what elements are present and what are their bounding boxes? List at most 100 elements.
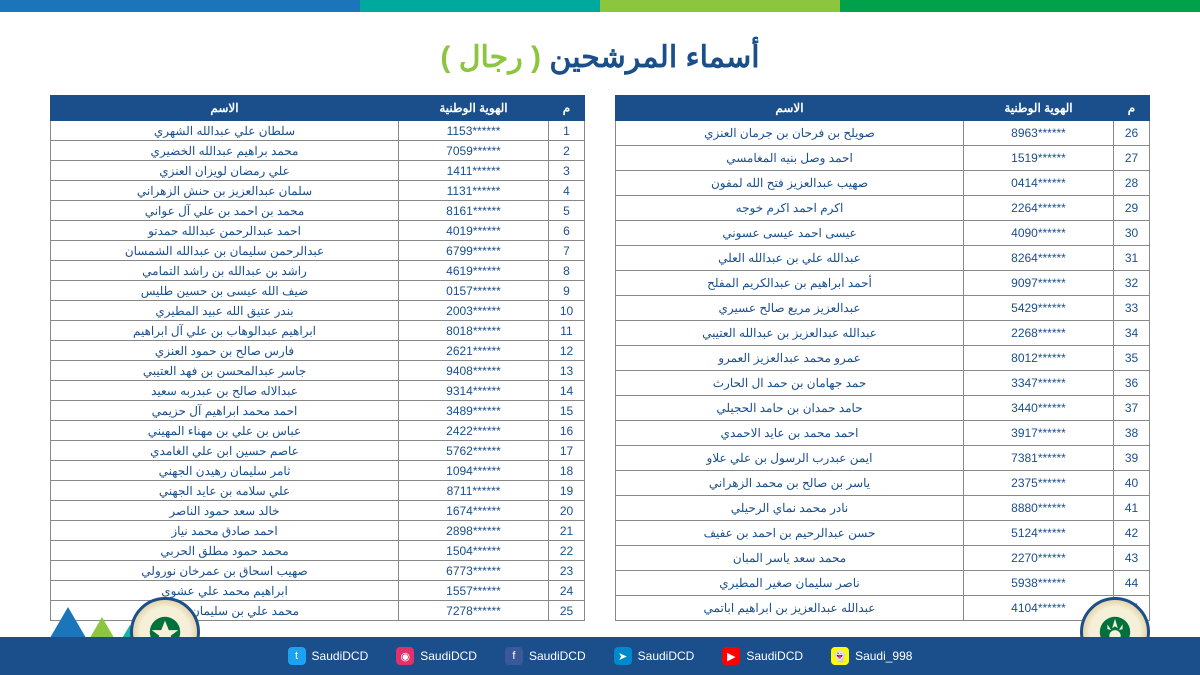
cell-name: فارس صالح بن حمود العنزي (51, 341, 399, 361)
cell-id: 8161****** (399, 201, 549, 221)
cell-name: محمد سعد ياسر المبان (616, 546, 964, 571)
cell-number: 41 (1114, 496, 1150, 521)
cell-number: 10 (549, 301, 585, 321)
cell-name: بندر عتيق الله عبيد المطيري (51, 301, 399, 321)
cell-number: 11 (549, 321, 585, 341)
social-bar: tSaudiDCD ◉SaudiDCD fSaudiDCD ➤ SaudiDCD ▶Sau… (0, 637, 1200, 675)
cell-name: احمد محمد ابراهيم آل حزيمي (51, 401, 399, 421)
snapchat-icon: 👻 (831, 647, 849, 665)
table-row: 122621******فارس صالح بن حمود العنزي (51, 341, 585, 361)
table-row: 329097******أحمد ابراهيم بن عبدالكريم ال… (616, 271, 1150, 296)
cell-id: 8711****** (399, 481, 549, 501)
table-row: 292264******اكرم احمد اكرم خوجه (616, 196, 1150, 221)
cell-id: 1411****** (399, 161, 549, 181)
cell-name: محمد براهيم عبدالله الخضيري (51, 141, 399, 161)
twitter-icon: t (288, 647, 306, 665)
cell-number: 14 (549, 381, 585, 401)
cell-name: ايمن عبدرب الرسول بن علي علاو (616, 446, 964, 471)
cell-id: 1519****** (964, 146, 1114, 171)
cell-number: 19 (549, 481, 585, 501)
cell-number: 42 (1114, 521, 1150, 546)
cell-id: 3489****** (399, 401, 549, 421)
cell-number: 1 (549, 121, 585, 141)
cell-id: 1557****** (399, 581, 549, 601)
table-row: 445938******ناصر سليمان صغير المطيري (616, 571, 1150, 596)
cell-id: 8012****** (964, 346, 1114, 371)
cell-id: 6799****** (399, 241, 549, 261)
cell-name: عبدالله علي بن عبدالله العلي (616, 246, 964, 271)
cell-name: حسن عبدالرحيم بن احمد بن عفيف (616, 521, 964, 546)
table-row: 139408******جاسر عبدالمحسن بن فهد العتيب… (51, 361, 585, 381)
candidates-table-1: م الهوية الوطنية الاسم 11153******سلطان … (50, 95, 585, 621)
cell-name: عمرو محمد عبدالعزيز العمرو (616, 346, 964, 371)
cell-id: 1094****** (399, 461, 549, 481)
cell-name: محمد بن احمد بن علي آل عواني (51, 201, 399, 221)
cell-number: 29 (1114, 196, 1150, 221)
cell-name: حامد حمدان بن حامد الحجيلي (616, 396, 964, 421)
cell-id: 3440****** (964, 396, 1114, 421)
col-header-id: الهوية الوطنية (964, 96, 1114, 121)
table-row: 153489******احمد محمد ابراهيم آل حزيمي (51, 401, 585, 421)
cell-number: 13 (549, 361, 585, 381)
cell-number: 6 (549, 221, 585, 241)
cell-name: احمد محمد بن عايد الاحمدي (616, 421, 964, 446)
instagram-icon: ◉ (396, 647, 414, 665)
table-row: 90157******ضيف الله عيسى بن حسين طليس (51, 281, 585, 301)
cell-name: ناصر سليمان صغير المطيري (616, 571, 964, 596)
cell-number: 4 (549, 181, 585, 201)
cell-id: 2003****** (399, 301, 549, 321)
table-row: 221504******محمد حمود مطلق الحربي (51, 541, 585, 561)
cell-id: 8963****** (964, 121, 1114, 146)
cell-name: عبدالعزيز مريع صالح عسيري (616, 296, 964, 321)
cell-id: 7381****** (964, 446, 1114, 471)
table-row: 175762******عاصم حسين ابن علي الغامدي (51, 441, 585, 461)
table-row: 268963******صويلح بن فرحان بن جرمان العن… (616, 121, 1150, 146)
telegram-icon: ➤ (614, 647, 632, 665)
cell-number: 16 (549, 421, 585, 441)
social-telegram[interactable]: ➤ SaudiDCD (614, 647, 695, 665)
cell-number: 28 (1114, 171, 1150, 196)
social-snapchat[interactable]: 👻Saudi_998 (831, 647, 912, 665)
cell-number: 7 (549, 241, 585, 261)
cell-number: 12 (549, 341, 585, 361)
table-row: 76799******عبدالرحمن سليمان بن عبدالله ا… (51, 241, 585, 261)
cell-id: 3347****** (964, 371, 1114, 396)
table-row: 271519******احمد وصل بنيه المغامسي (616, 146, 1150, 171)
table-row: 118018******ابراهيم عبدالوهاب بن علي آل … (51, 321, 585, 341)
cell-number: 20 (549, 501, 585, 521)
cell-name: جاسر عبدالمحسن بن فهد العتيبي (51, 361, 399, 381)
cell-id: 8880****** (964, 496, 1114, 521)
social-handle: SaudiDCD (638, 649, 695, 663)
cell-number: 3 (549, 161, 585, 181)
cell-name: عباس بن علي بن مهناء المهيني (51, 421, 399, 441)
table-row: 304090******عيسى احمد عيسى عسوني (616, 221, 1150, 246)
social-youtube[interactable]: ▶SaudiDCD (722, 647, 803, 665)
cell-name: صهيب عبدالعزيز فتح الله لمفون (616, 171, 964, 196)
cell-id: 3917****** (964, 421, 1114, 446)
social-twitter[interactable]: tSaudiDCD (288, 647, 369, 665)
cell-number: 27 (1114, 146, 1150, 171)
cell-name: احمد وصل بنيه المغامسي (616, 146, 964, 171)
cell-id: 2898****** (399, 521, 549, 541)
cell-number: 38 (1114, 421, 1150, 446)
cell-name: محمد حمود مطلق الحربي (51, 541, 399, 561)
col-header-number: م (549, 96, 585, 121)
cell-name: احمد عبدالرحمن عبدالله حمدتو (51, 221, 399, 241)
table-row: 280414******صهيب عبدالعزيز فتح الله لمفو… (616, 171, 1150, 196)
cell-name: ياسر بن صالح بن محمد الزهراني (616, 471, 964, 496)
cell-id: 9314****** (399, 381, 549, 401)
social-facebook[interactable]: fSaudiDCD (505, 647, 586, 665)
table-row: 201674******خالد سعد حمود الناصر (51, 501, 585, 521)
cell-number: 31 (1114, 246, 1150, 271)
cell-name: سلمان عبدالعزيز بن حنش الزهراني (51, 181, 399, 201)
table-row: 432270******محمد سعد ياسر المبان (616, 546, 1150, 571)
cell-name: عبدالله عبدالعزيز بن عبدالله العتيبي (616, 321, 964, 346)
table-row: 41131******سلمان عبدالعزيز بن حنش الزهرا… (51, 181, 585, 201)
cell-number: 9 (549, 281, 585, 301)
cell-name: عيسى احمد عيسى عسوني (616, 221, 964, 246)
cell-id: 1674****** (399, 501, 549, 521)
footer: tSaudiDCD ◉SaudiDCD fSaudiDCD ➤ SaudiDCD ▶Sau… (0, 615, 1200, 675)
cell-name: أحمد ابراهيم بن عبدالكريم المفلح (616, 271, 964, 296)
table-row: 84619******راشد بن عبدالله بن راشد التما… (51, 261, 585, 281)
social-instagram[interactable]: ◉SaudiDCD (396, 647, 477, 665)
